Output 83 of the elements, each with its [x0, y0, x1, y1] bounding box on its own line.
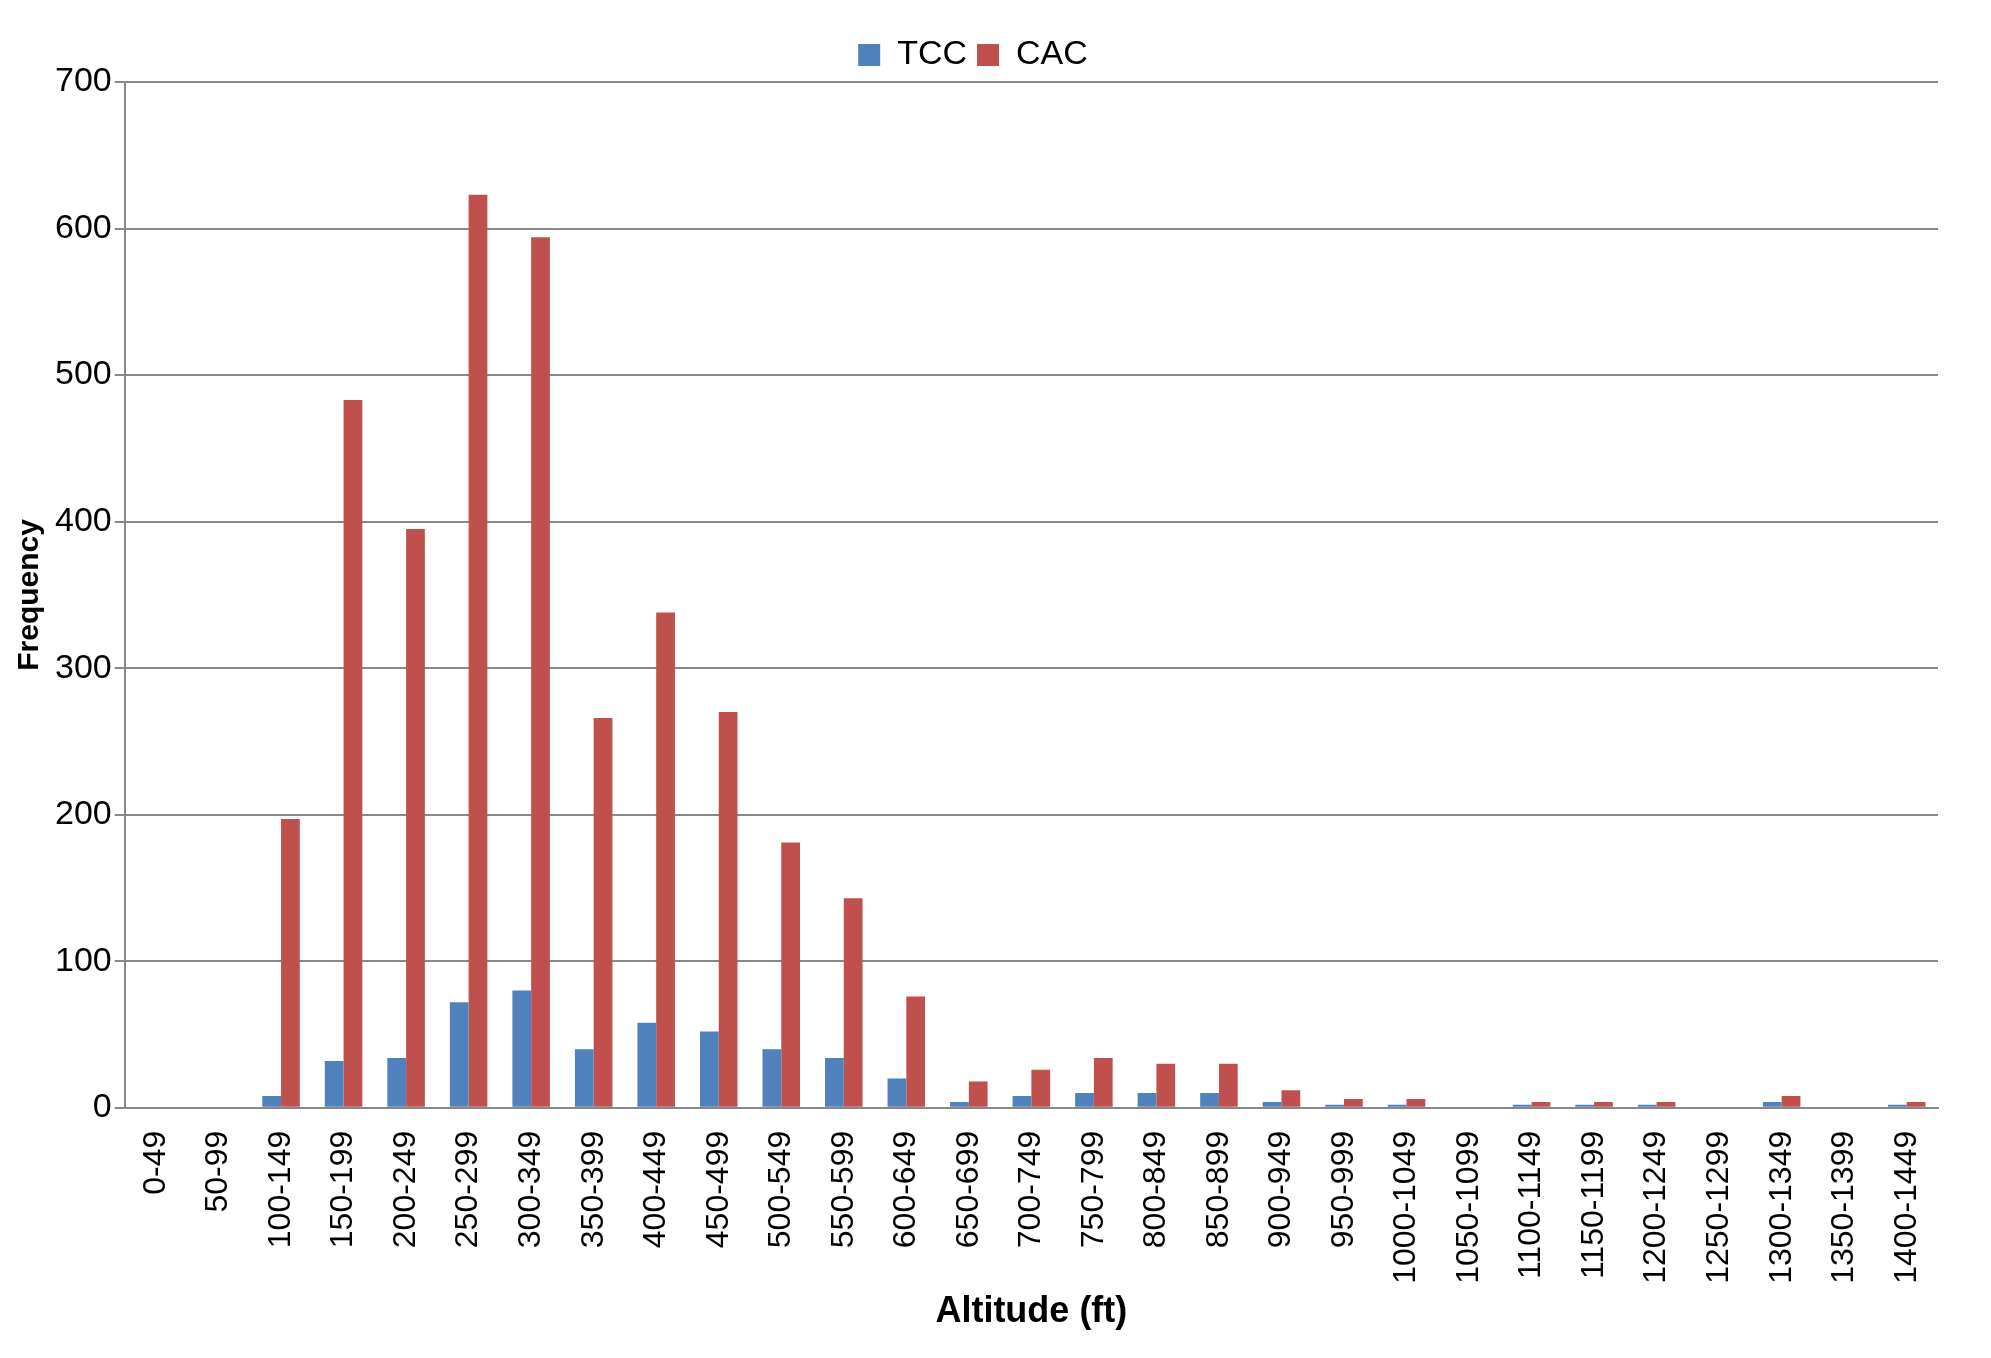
x-tick-label: 1000-1049 [1386, 1130, 1423, 1284]
bar [1656, 1101, 1676, 1107]
bar [656, 612, 675, 1107]
x-tick-label: 1150-1199 [1573, 1130, 1610, 1280]
y-axis-title: Frequency [11, 518, 45, 671]
bar [1594, 1101, 1613, 1107]
bar [968, 1081, 988, 1107]
bar [343, 399, 363, 1107]
x-tick-label: 600-649 [886, 1130, 923, 1249]
bar [1762, 1101, 1782, 1107]
x-tick-label: 950-999 [1323, 1130, 1360, 1249]
bar [887, 1078, 907, 1107]
y-tick-label: 700 [54, 60, 112, 99]
x-tick-label: 850-899 [1198, 1130, 1235, 1249]
y-tick-label: 0 [92, 1086, 112, 1125]
x-tick-label: 200-249 [385, 1130, 422, 1249]
bar [762, 1049, 782, 1107]
bar [950, 1101, 969, 1107]
x-tick-label: 50-99 [198, 1130, 235, 1213]
legend-label: CAC [1016, 33, 1088, 72]
x-tick-label: 100-149 [260, 1130, 297, 1249]
bar [1906, 1101, 1926, 1107]
bar [531, 237, 550, 1107]
bar [1093, 1057, 1113, 1107]
bar [906, 996, 926, 1107]
bar [1262, 1101, 1282, 1107]
bar [1281, 1090, 1301, 1107]
x-tick-label: 1200-1249 [1636, 1130, 1673, 1284]
bar [387, 1057, 407, 1107]
x-tick-label: 1100-1149 [1511, 1130, 1548, 1280]
x-tick-label: 150-199 [323, 1130, 360, 1249]
x-tick-label: 250-299 [448, 1130, 485, 1249]
x-tick-label: 1050-1099 [1448, 1130, 1485, 1284]
x-tick-label: 650-699 [948, 1130, 985, 1249]
bar [1344, 1098, 1363, 1107]
bar [1156, 1063, 1176, 1107]
bar [1137, 1093, 1157, 1107]
bar [1781, 1096, 1801, 1107]
x-tick-label: 1300-1349 [1761, 1130, 1798, 1284]
bar [512, 990, 532, 1107]
bar [1406, 1098, 1426, 1107]
bar [262, 1096, 282, 1107]
y-tick-label: 600 [54, 206, 112, 245]
bar [593, 717, 613, 1107]
legend-label: TCC [897, 33, 968, 72]
y-tick-label: 300 [54, 646, 112, 685]
bar [468, 194, 488, 1107]
x-tick-label: 550-599 [823, 1130, 860, 1249]
y-tick-label: 100 [54, 939, 112, 978]
x-tick-label: 500-549 [761, 1130, 798, 1249]
x-tick-label: 700-749 [1011, 1130, 1048, 1249]
bar [781, 842, 801, 1107]
bar [449, 1002, 469, 1107]
bar [324, 1060, 344, 1107]
bar [1012, 1096, 1032, 1107]
bar [1031, 1069, 1051, 1107]
x-tick-label: 750-799 [1073, 1130, 1110, 1249]
bar [1531, 1101, 1551, 1107]
x-tick-label: 400-449 [636, 1130, 673, 1249]
x-axis-title: Altitude (ft) [935, 1289, 1128, 1331]
bar [1200, 1093, 1219, 1107]
bar [718, 712, 738, 1107]
x-tick-label: 900-949 [1261, 1130, 1298, 1249]
bar [825, 1057, 844, 1107]
bar [637, 1022, 657, 1107]
x-tick-label: 300-349 [510, 1130, 547, 1249]
x-tick-label: 450-499 [698, 1130, 735, 1249]
x-tick-label: 0-49 [135, 1130, 172, 1195]
bar [574, 1049, 594, 1107]
bar [281, 819, 300, 1107]
bar [406, 528, 425, 1107]
y-tick-label: 200 [54, 793, 112, 832]
x-tick-label: 350-399 [573, 1130, 610, 1249]
bar [699, 1031, 719, 1107]
bar [1218, 1063, 1238, 1107]
x-tick-label: 1400-1449 [1886, 1130, 1923, 1284]
x-tick-label: 1250-1299 [1698, 1130, 1735, 1284]
bar [843, 898, 863, 1107]
y-tick-label: 500 [54, 353, 112, 392]
bar [1075, 1093, 1094, 1107]
x-tick-label: 1350-1399 [1824, 1130, 1861, 1284]
x-tick-label: 800-849 [1136, 1130, 1173, 1249]
y-tick-label: 400 [54, 499, 112, 538]
